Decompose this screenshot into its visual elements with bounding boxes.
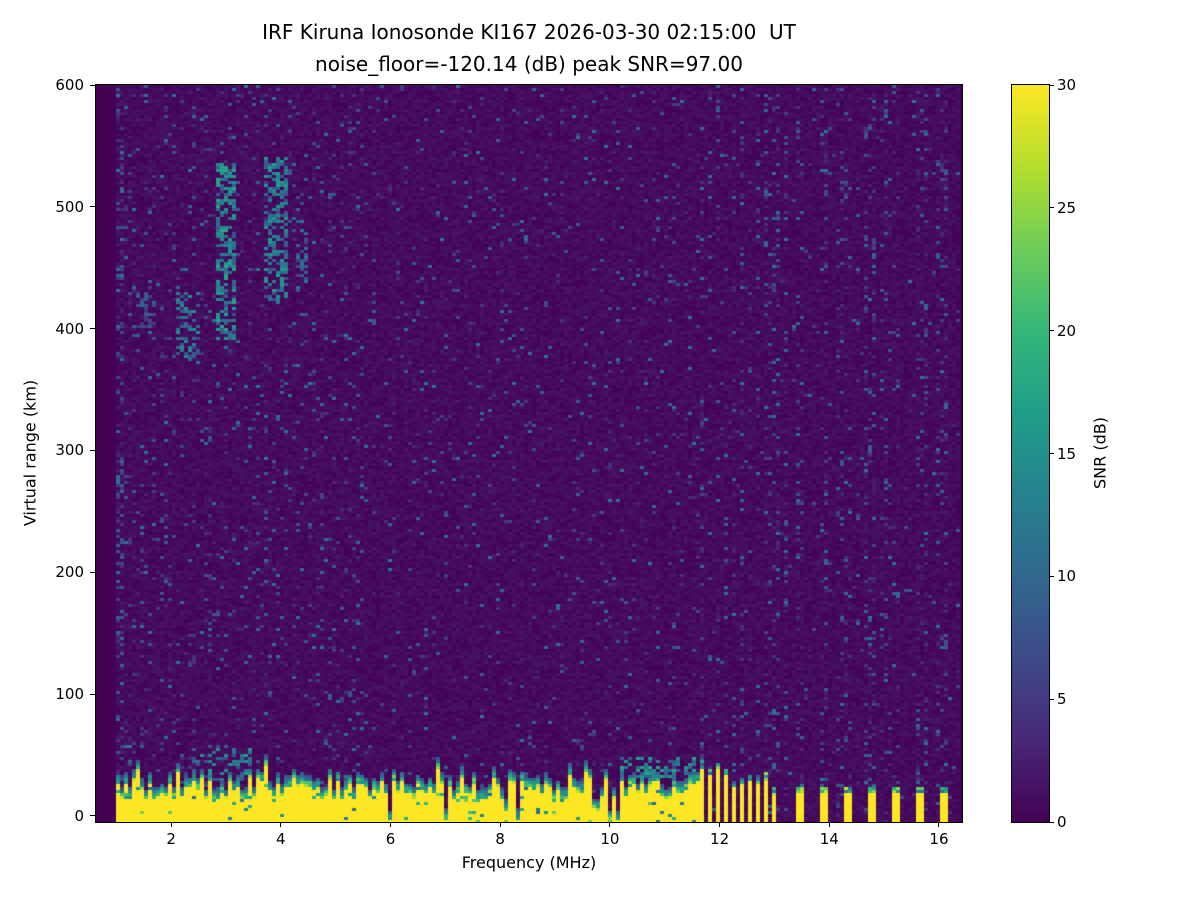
x-tick-mark <box>719 822 721 827</box>
x-tick-mark <box>280 822 282 827</box>
colorbar-tick-mark <box>1049 330 1054 332</box>
colorbar-tick-mark <box>1049 698 1054 700</box>
colorbar-label: SNR (dB) <box>1090 417 1110 489</box>
y-tick-mark <box>90 328 95 330</box>
colorbar-tick-label: 10 <box>1057 567 1077 586</box>
x-tick-label: 16 <box>929 830 949 848</box>
colorbar-tick-mark <box>1049 821 1054 823</box>
colorbar-tick-mark <box>1049 575 1054 577</box>
colorbar-tick-mark <box>1049 84 1054 86</box>
colorbar-tick-label: 5 <box>1057 690 1067 709</box>
colorbar-tick-mark <box>1049 453 1054 454</box>
colorbar-tick-mark <box>1049 207 1054 209</box>
y-tick-label: 300 <box>55 441 84 460</box>
colorbar-tick-label: 25 <box>1057 198 1077 217</box>
colorbar-tick-label: 30 <box>1057 76 1077 94</box>
x-tick-mark <box>499 822 501 827</box>
y-tick-mark <box>90 693 95 695</box>
y-tick-label: 100 <box>55 685 84 704</box>
y-tick-mark <box>90 449 95 451</box>
y-tick-label: 500 <box>55 197 84 216</box>
y-tick-mark <box>90 84 95 86</box>
chart-title: IRF Kiruna Ionosonde KI167 2026-03-30 02… <box>262 20 796 44</box>
y-tick-label: 400 <box>55 319 84 338</box>
x-tick-mark <box>170 822 172 827</box>
heatmap-plot-area <box>95 84 963 823</box>
x-tick-mark <box>828 822 830 827</box>
x-tick-label: 4 <box>276 830 286 848</box>
y-tick-label: 0 <box>74 806 84 825</box>
colorbar-tick-label: 15 <box>1057 444 1077 463</box>
y-tick-mark <box>90 206 95 208</box>
x-tick-label: 8 <box>495 830 505 848</box>
x-tick-label: 12 <box>710 830 730 848</box>
y-tick-mark <box>90 571 95 573</box>
ionogram-heatmap-canvas <box>96 85 962 822</box>
x-tick-mark <box>938 822 940 827</box>
y-tick-mark <box>90 815 95 817</box>
colorbar-tick-label: 20 <box>1057 321 1077 340</box>
x-tick-label: 14 <box>819 830 839 848</box>
y-tick-label: 600 <box>55 76 84 94</box>
x-tick-label: 2 <box>166 830 176 848</box>
x-tick-mark <box>390 822 392 827</box>
x-tick-label: 10 <box>600 830 620 848</box>
chart-subtitle: noise_floor=-120.14 (dB) peak SNR=97.00 <box>315 52 743 76</box>
x-tick-label: 6 <box>385 830 396 848</box>
colorbar-tick-label: 0 <box>1057 813 1067 831</box>
y-tick-label: 200 <box>55 563 84 582</box>
x-axis-label: Frequency (MHz) <box>461 853 597 872</box>
colorbar <box>1011 84 1050 823</box>
x-tick-mark <box>609 822 611 827</box>
